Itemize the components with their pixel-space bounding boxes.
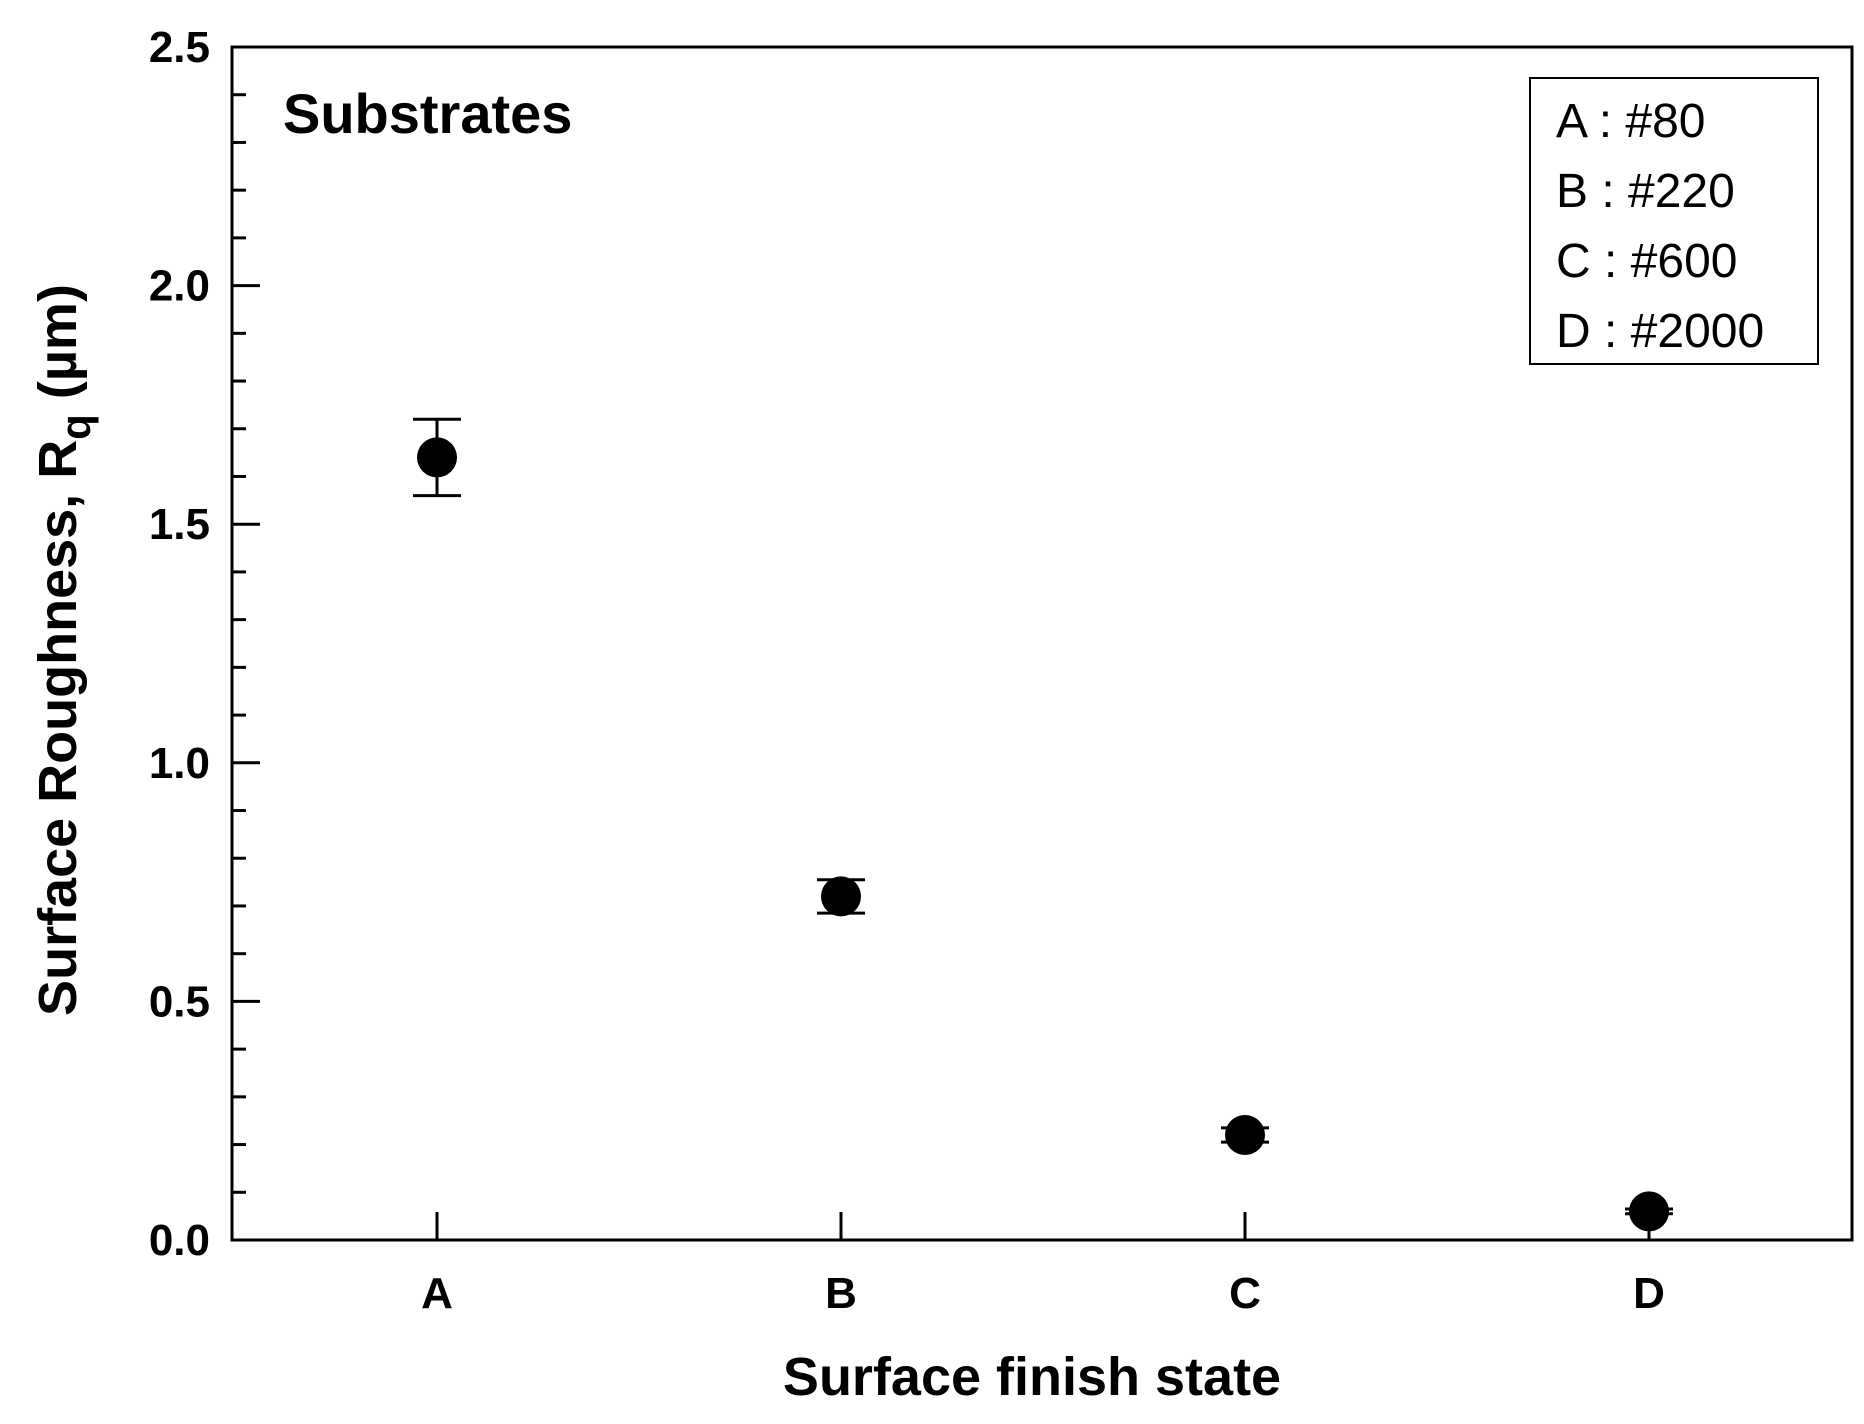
plot-frame <box>230 45 1854 1242</box>
y-axis-title: Surface Roughness, Rq (µm) <box>28 284 99 1016</box>
y-tick-label: 2.0 <box>149 262 210 311</box>
x-axis-ticks: A B C D <box>421 1212 1665 1318</box>
x-tick-label: A <box>421 1269 453 1318</box>
y-tick-label: 1.0 <box>149 739 210 788</box>
legend-entry: C : #600 <box>1556 235 1737 288</box>
data-marks <box>413 417 1673 1232</box>
data-point <box>417 437 457 478</box>
x-tick-label: C <box>1229 1269 1261 1318</box>
y-axis-title-main: Surface Roughness, R <box>28 440 88 1016</box>
data-point <box>821 876 861 917</box>
data-point <box>1225 1115 1265 1156</box>
legend-entry: A : #80 <box>1556 95 1705 148</box>
data-point <box>1629 1191 1669 1232</box>
legend-entry: D : #2000 <box>1556 305 1764 358</box>
legend-entries: A : #80 B : #220 C : #600 D : #2000 <box>1556 95 1764 358</box>
substrates-annotation: Substrates <box>283 82 572 145</box>
legend: A : #80 B : #220 C : #600 D : #2000 <box>1529 77 1819 365</box>
y-axis-title-unit: (µm) <box>28 284 88 414</box>
y-tick-label: 0.5 <box>149 977 210 1026</box>
legend-box <box>1529 77 1819 365</box>
legend-entry: B : #220 <box>1556 165 1735 218</box>
y-axis-ticks: 0.0 0.5 1.0 1.5 2.0 2.5 <box>149 23 260 1265</box>
y-tick-label: 0.0 <box>149 1216 210 1265</box>
x-tick-label: D <box>1633 1269 1665 1318</box>
y-axis-title-subscript: q <box>52 414 99 440</box>
x-tick-label: B <box>825 1269 857 1318</box>
y-tick-label: 1.5 <box>149 500 210 549</box>
y-tick-label: 2.5 <box>149 23 210 72</box>
x-axis-title: Surface finish state <box>783 1347 1281 1407</box>
